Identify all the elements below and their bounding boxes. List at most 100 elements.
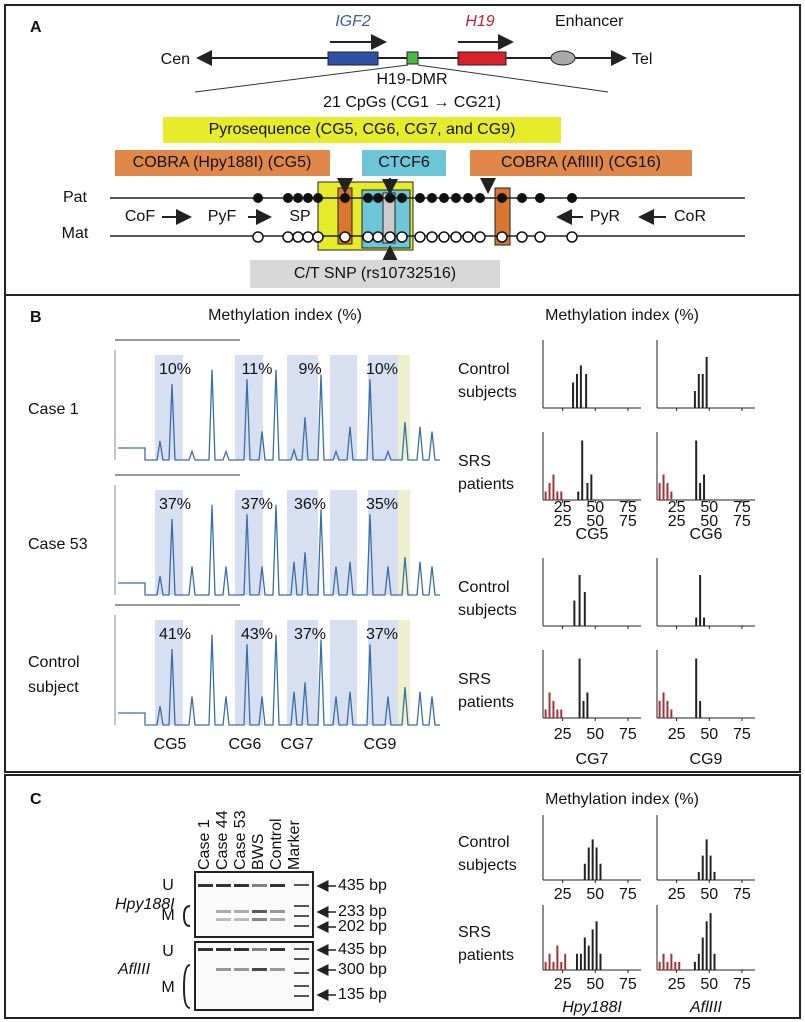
- marker-band: [294, 985, 309, 987]
- x-tick-label: 50: [700, 886, 718, 903]
- cpg-methylated: [517, 193, 527, 203]
- primer-label: SP: [289, 208, 310, 225]
- gene-label: H19: [465, 13, 494, 30]
- methylation-percent: 36%: [294, 496, 326, 513]
- x-tick-label: 25: [668, 886, 686, 903]
- lane-label: Case 1: [196, 819, 213, 870]
- cpg-unmethylated: [303, 232, 313, 242]
- size-label: 435 bp: [338, 877, 387, 894]
- gel-band: [216, 918, 231, 921]
- site-shade: [398, 620, 410, 725]
- enhancer: [551, 51, 575, 65]
- case-label: Control: [28, 654, 80, 671]
- group-label: patients: [458, 694, 514, 711]
- x-tick-label: 75: [619, 499, 637, 516]
- lane-label: Control: [268, 818, 285, 870]
- gel-band: [234, 910, 249, 913]
- section-title: Methylation index (%): [545, 791, 699, 808]
- x-tick-label: 75: [619, 976, 637, 993]
- gel-band: [216, 884, 231, 887]
- x-tick-label: 50: [700, 726, 718, 743]
- gel-band: [198, 948, 213, 951]
- cpg-unmethylated: [463, 232, 473, 242]
- cpg-unmethylated: [340, 232, 350, 242]
- cpg-methylated: [313, 193, 323, 203]
- x-tick-label: 75: [619, 726, 637, 743]
- site-label: CG9: [364, 736, 397, 753]
- cpg-methylated: [535, 193, 545, 203]
- cpg-methylated: [283, 193, 293, 203]
- marker-band: [294, 925, 309, 927]
- enzyme-label: AflIII: [689, 999, 723, 1016]
- methylation-percent: 10%: [159, 361, 191, 378]
- x-tick-label: 75: [619, 886, 637, 903]
- gel-band: [270, 910, 285, 913]
- site-label: CG7: [576, 751, 609, 768]
- x-tick-label: 25: [668, 726, 686, 743]
- group-label: SRS: [458, 671, 491, 688]
- cpg-methylated: [439, 193, 449, 203]
- primer-label: CoR: [674, 208, 706, 225]
- methylation-percent: 37%: [294, 626, 326, 643]
- cpg-unmethylated: [293, 232, 303, 242]
- size-label: 202 bp: [338, 918, 387, 935]
- marker-band: [294, 905, 309, 907]
- marker-band: [294, 958, 309, 960]
- dmr-label: H19-DMR: [376, 71, 447, 88]
- brace: [184, 906, 190, 926]
- x-tick-label: 50: [700, 976, 718, 993]
- group-label: patients: [458, 476, 514, 493]
- site-label: CG6: [229, 736, 262, 753]
- marker-band: [294, 972, 309, 974]
- cpg-unmethylated: [475, 232, 485, 242]
- cpg-methylated: [463, 193, 473, 203]
- band-label: U: [162, 943, 174, 960]
- cpg-unmethylated: [373, 232, 383, 242]
- cpg-methylated: [303, 193, 313, 203]
- gel-band: [252, 884, 267, 887]
- cpg-methylated: [567, 193, 577, 203]
- cpg-unmethylated: [567, 232, 577, 242]
- gel-band: [234, 884, 249, 887]
- gel-band: [216, 910, 231, 913]
- primer-label: PyF: [208, 208, 237, 225]
- methylation-percent: 41%: [159, 626, 191, 643]
- gel-band: [252, 968, 267, 971]
- group-label: Control: [458, 834, 510, 851]
- gel-band: [198, 884, 213, 887]
- cpg-unmethylated: [535, 232, 545, 242]
- cpg-unmethylated: [439, 232, 449, 242]
- gel: [195, 942, 313, 1010]
- marker-band: [294, 995, 309, 997]
- x-tick-label: 75: [733, 726, 751, 743]
- cpg-unmethylated: [313, 232, 323, 242]
- site-label: CG5: [154, 736, 187, 753]
- section-title: Methylation index (%): [208, 307, 362, 324]
- site-label: CG9: [690, 751, 723, 768]
- cpg-unmethylated: [253, 232, 263, 242]
- group-label: Control: [458, 361, 510, 378]
- methylation-percent: 35%: [366, 496, 398, 513]
- cpg-methylated: [475, 193, 485, 203]
- methylation-percent: 43%: [241, 626, 273, 643]
- cobra-label: COBRA (Hpy188I) (CG5): [133, 154, 312, 171]
- cobra-label: COBRA (AflIII) (CG16): [501, 154, 661, 171]
- gel-band: [270, 948, 285, 951]
- strand-label: Pat: [63, 189, 88, 206]
- x-tick-label: 75: [733, 499, 751, 516]
- case-label: Case 53: [28, 536, 88, 553]
- cen-label: Cen: [161, 51, 190, 68]
- size-label: 135 bp: [338, 986, 387, 1003]
- cpg-unmethylated: [397, 232, 407, 242]
- cpg-methylated: [451, 193, 461, 203]
- cpg-unmethylated: [363, 232, 373, 242]
- lane-label: BWS: [250, 834, 267, 870]
- x-tick-label: 50: [586, 886, 604, 903]
- x-tick-label: 25: [554, 886, 572, 903]
- group-label: SRS: [458, 453, 491, 470]
- primer-label: CoF: [125, 208, 155, 225]
- cpg-methylated: [253, 193, 263, 203]
- band-label: U: [162, 877, 174, 894]
- gel-band: [234, 968, 249, 971]
- band-label: M: [161, 979, 174, 996]
